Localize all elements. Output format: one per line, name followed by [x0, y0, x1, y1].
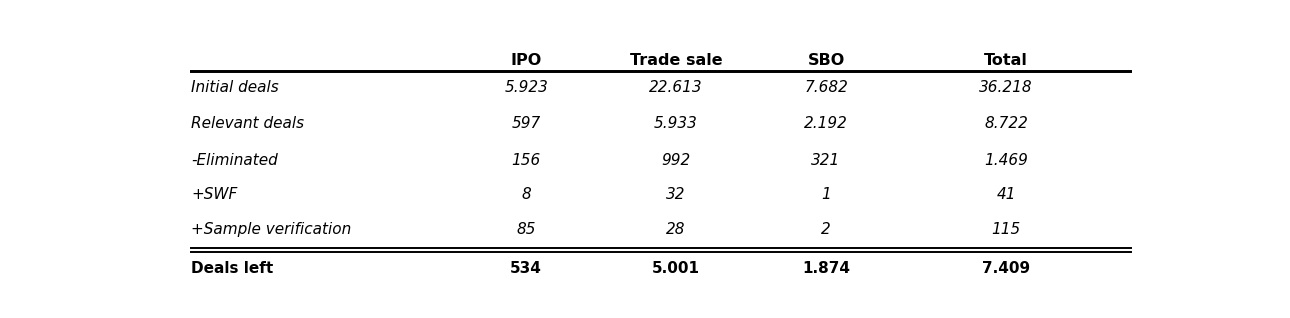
Text: 8: 8	[521, 187, 531, 202]
Text: 28: 28	[667, 222, 686, 237]
Text: Total: Total	[984, 53, 1028, 68]
Text: 1.469: 1.469	[984, 153, 1028, 168]
Text: -Eliminated: -Eliminated	[191, 153, 277, 168]
Text: 5.933: 5.933	[654, 116, 698, 131]
Text: +Sample verification: +Sample verification	[191, 222, 351, 237]
Text: 2.192: 2.192	[804, 116, 848, 131]
Text: 7.682: 7.682	[804, 80, 848, 95]
Text: 156: 156	[512, 153, 541, 168]
Text: 1.874: 1.874	[802, 261, 850, 276]
Text: 8.722: 8.722	[984, 116, 1028, 131]
Text: 22.613: 22.613	[649, 80, 703, 95]
Text: IPO: IPO	[511, 53, 542, 68]
Text: 5.923: 5.923	[504, 80, 548, 95]
Text: Relevant deals: Relevant deals	[191, 116, 304, 131]
Text: 5.001: 5.001	[653, 261, 700, 276]
Text: 32: 32	[667, 187, 686, 202]
Text: 85: 85	[516, 222, 535, 237]
Text: Deals left: Deals left	[191, 261, 273, 276]
Text: 41: 41	[996, 187, 1015, 202]
Text: SBO: SBO	[808, 53, 845, 68]
Text: Trade sale: Trade sale	[630, 53, 722, 68]
Text: 534: 534	[511, 261, 542, 276]
Text: 2: 2	[822, 222, 831, 237]
Text: 597: 597	[512, 116, 541, 131]
Text: +SWF: +SWF	[191, 187, 237, 202]
Text: 115: 115	[992, 222, 1020, 237]
Text: 992: 992	[662, 153, 690, 168]
Text: Initial deals: Initial deals	[191, 80, 279, 95]
Text: 7.409: 7.409	[982, 261, 1031, 276]
Text: 36.218: 36.218	[979, 80, 1033, 95]
Text: 1: 1	[822, 187, 831, 202]
Text: 321: 321	[811, 153, 841, 168]
